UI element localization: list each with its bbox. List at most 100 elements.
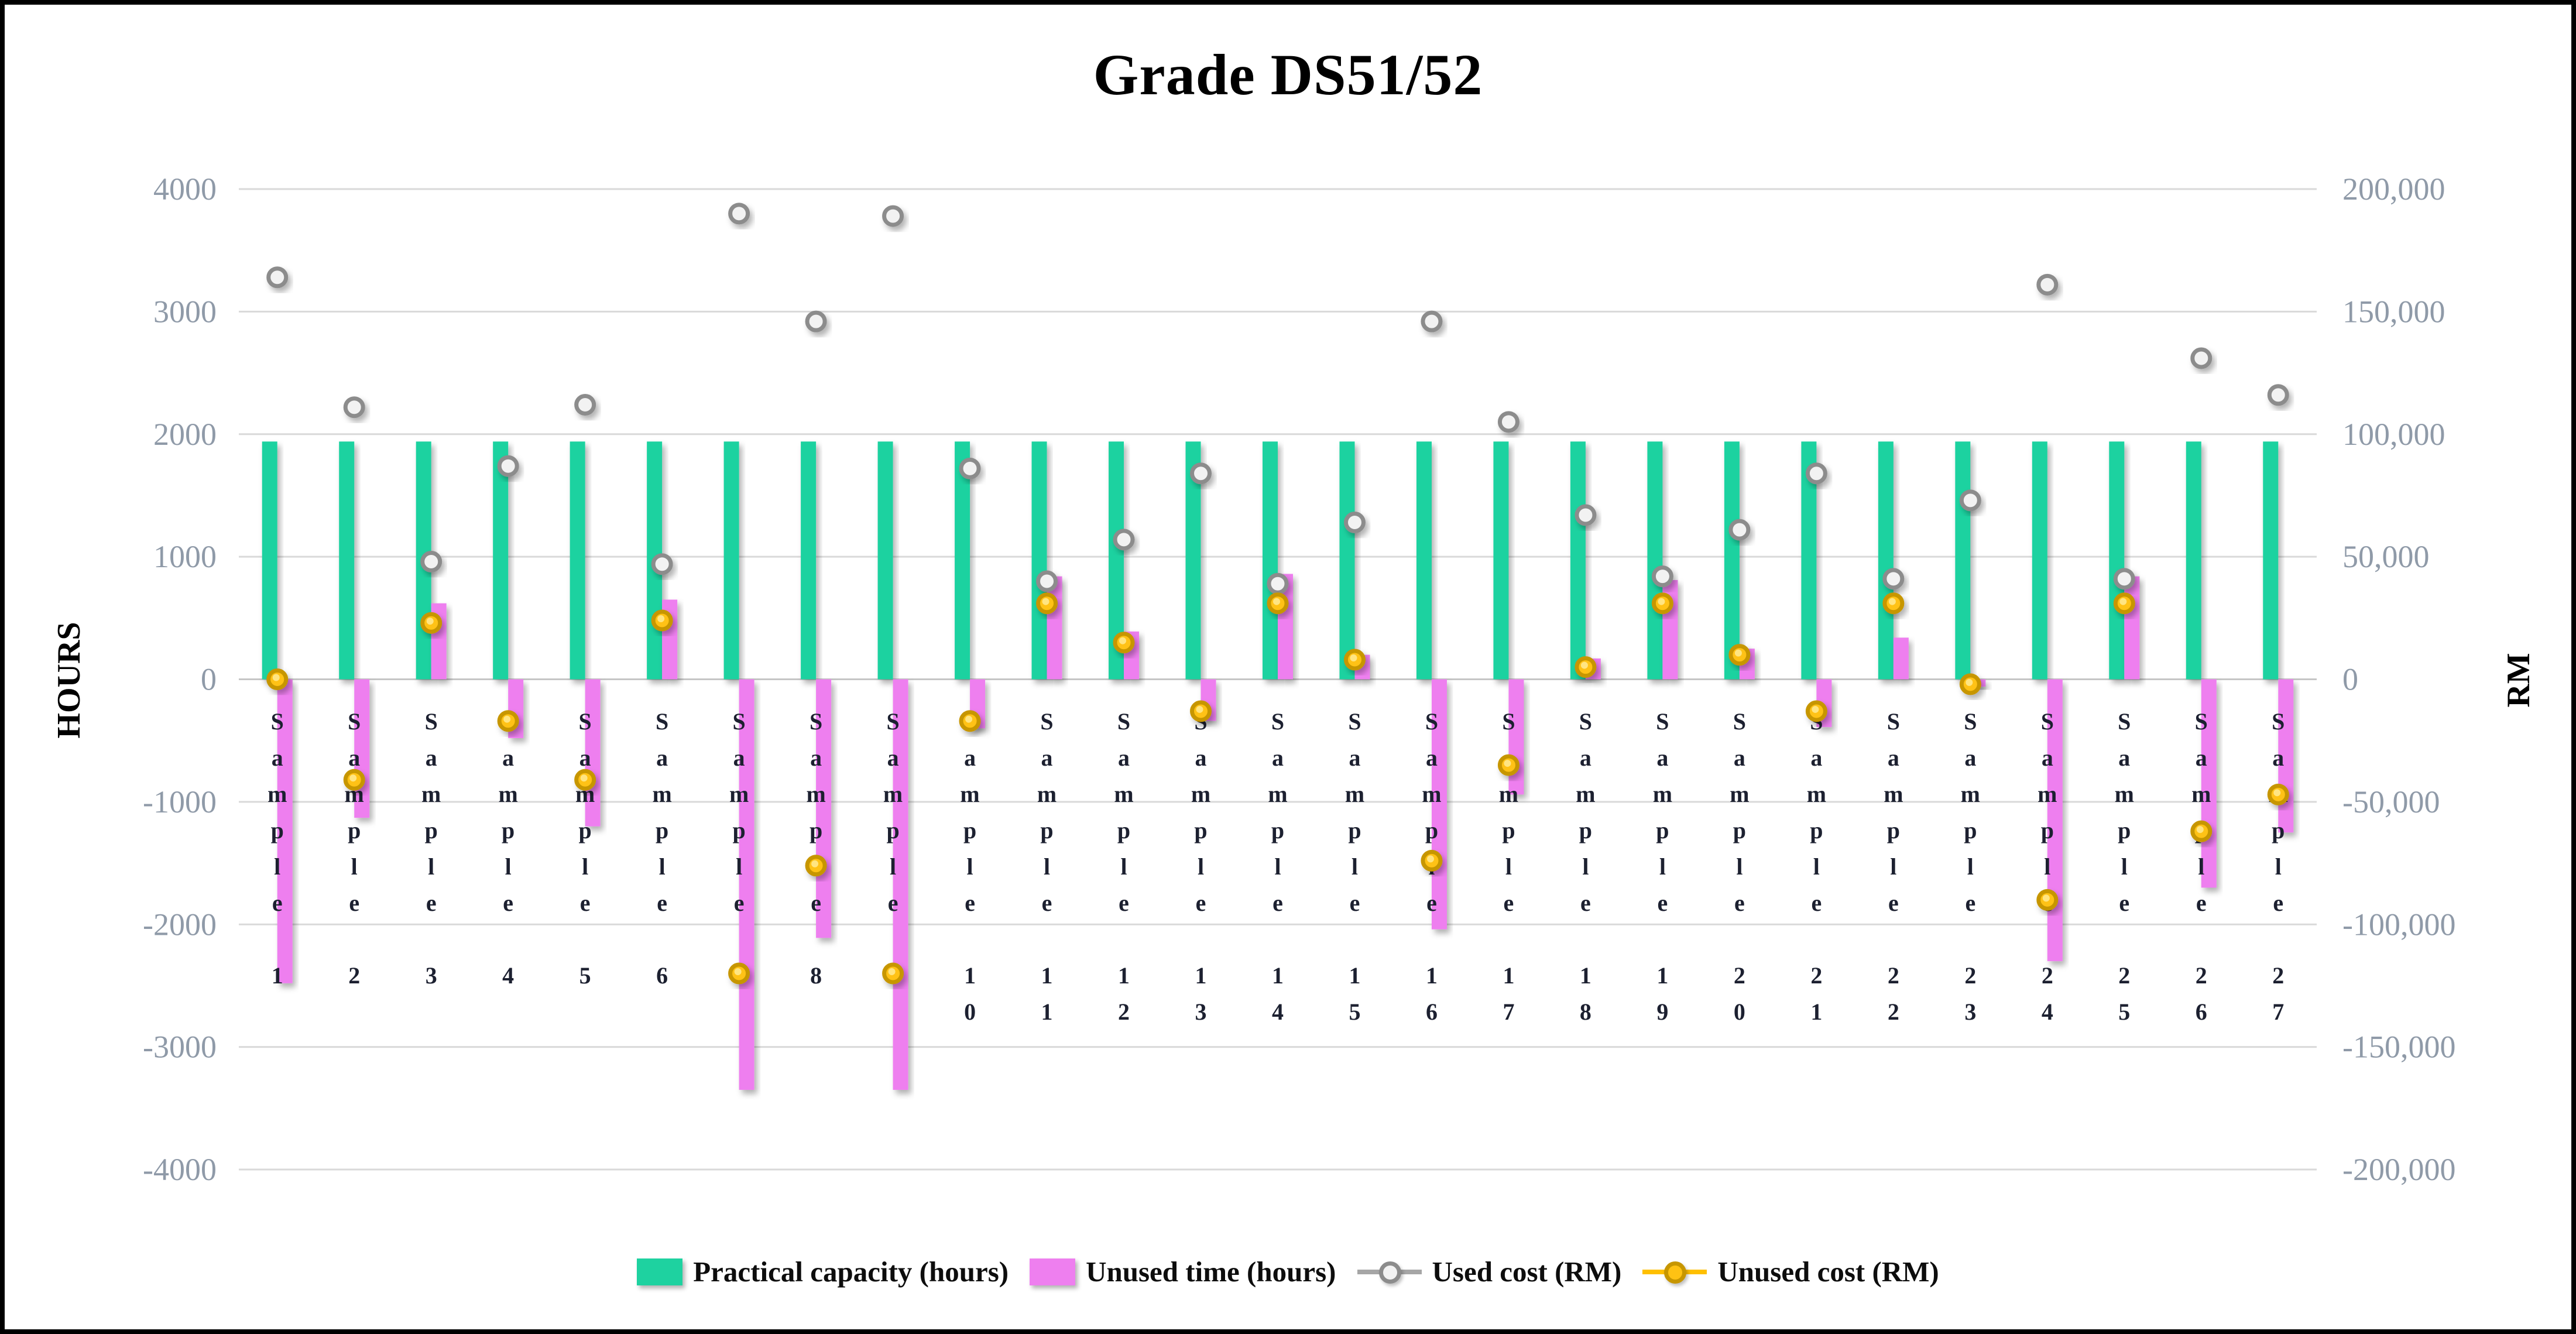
right-tick-label: 50,000 (2342, 539, 2430, 574)
marker-highlight (1580, 661, 1588, 669)
used-cost-marker (1190, 462, 1212, 485)
category-label: e (1965, 890, 1975, 916)
category-label: l (1044, 853, 1050, 880)
category-label: e (580, 890, 591, 916)
category-label: a (1426, 745, 1438, 771)
category-label: p (1964, 817, 1977, 843)
used-cost-marker (1959, 489, 1981, 512)
legend-label: Used cost (RM) (1432, 1256, 1622, 1288)
left-tick-label: 1000 (153, 539, 217, 574)
category-label: 4 (502, 962, 514, 989)
category-label: 2 (1888, 999, 1899, 1025)
category-label: e (1426, 890, 1437, 916)
used-cost-marker (2190, 347, 2213, 369)
category-label: 3 (1964, 999, 1976, 1025)
left-tick-label: -4000 (143, 1152, 217, 1187)
marker-highlight (734, 968, 742, 975)
marker-highlight (2196, 826, 2204, 834)
marker-highlight (1350, 654, 1357, 661)
category-label: p (1194, 817, 1207, 843)
marker-highlight (888, 968, 896, 975)
marker-highlight (1426, 855, 1434, 863)
category-label: l (1659, 853, 1666, 880)
category-label: l (1736, 853, 1743, 880)
practical-capacity-bar (1878, 441, 1894, 680)
category-label: l (1274, 853, 1281, 880)
chart-title: Grade DS51/52 (1093, 42, 1483, 107)
category-label: 1 (1656, 962, 1668, 989)
category-label: a (2272, 745, 2284, 771)
category-label: p (1579, 817, 1592, 843)
category-label: l (1120, 853, 1127, 880)
unused-time-bar (2124, 576, 2140, 680)
category-label: p (2118, 817, 2131, 843)
category-label: l (582, 853, 588, 880)
unused-time-bar (277, 679, 293, 983)
category-label: 1 (964, 962, 976, 989)
category-label: S (1579, 708, 1592, 735)
category-label: m (1961, 781, 1980, 807)
category-label: m (1653, 781, 1672, 807)
category-label: S (733, 708, 746, 735)
practical-capacity-bar (1416, 441, 1432, 680)
used-cost-marker (1036, 570, 1058, 592)
practical-capacity-bar (1031, 441, 1047, 680)
category-label: 2 (1734, 962, 1745, 989)
category-label: e (426, 890, 437, 916)
practical-capacity-bar (955, 441, 970, 680)
category-label: e (1734, 890, 1745, 916)
category-label: l (2275, 853, 2282, 880)
right-tick-label: -150,000 (2342, 1030, 2455, 1065)
marker-highlight (426, 618, 434, 625)
category-label: 4 (1272, 999, 1284, 1025)
used-cost-marker (1805, 462, 1827, 485)
unused-time-bar (2201, 679, 2217, 888)
category-label: 5 (579, 962, 591, 989)
marker-highlight (811, 860, 819, 867)
used-cost-marker (805, 310, 827, 332)
category-label: 9 (1656, 999, 1668, 1025)
used-cost-marker (1343, 512, 1366, 533)
category-label: p (348, 817, 361, 843)
marker-highlight (1042, 598, 1049, 605)
category-label: 0 (1734, 999, 1745, 1025)
marker-highlight (2273, 789, 2281, 797)
category-label: p (2272, 817, 2285, 843)
category-label: e (2273, 890, 2283, 916)
category-label: a (348, 745, 360, 771)
unused-time-bar (2278, 679, 2294, 833)
category-label: m (267, 781, 287, 807)
category-label: a (1041, 745, 1053, 771)
category-label: a (1580, 745, 1591, 771)
category-label: a (1656, 745, 1668, 771)
category-label: a (964, 745, 976, 771)
category-label: 7 (2272, 999, 2284, 1025)
category-label: p (1040, 817, 1053, 843)
category-label: l (1582, 853, 1589, 880)
category-label: e (349, 890, 359, 916)
category-label: 3 (1195, 999, 1207, 1025)
practical-capacity-bar (801, 441, 817, 680)
used-cost-marker (1421, 310, 1443, 332)
category-label: S (809, 708, 822, 735)
left-tick-label: 3000 (153, 294, 217, 329)
category-label: e (503, 890, 513, 916)
category-label: l (736, 853, 742, 880)
category-label: p (1502, 817, 1515, 843)
category-label: e (1504, 890, 1514, 916)
category-label: l (890, 853, 896, 880)
category-label: l (967, 853, 973, 880)
legend-item: Used cost (RM) (1357, 1255, 1622, 1288)
right-tick-label: -50,000 (2342, 784, 2440, 819)
category-label: S (579, 708, 592, 735)
practical-capacity-bar (1955, 441, 1971, 680)
category-label: 1 (1118, 962, 1130, 989)
legend-bar-swatch-icon (1030, 1258, 1076, 1285)
category-label: m (2038, 781, 2057, 807)
category-label: m (1730, 781, 1749, 807)
category-label: e (1888, 890, 1899, 916)
legend-line-marker-icon (1357, 1258, 1422, 1285)
marker-highlight (1273, 598, 1280, 605)
category-label: a (887, 745, 899, 771)
